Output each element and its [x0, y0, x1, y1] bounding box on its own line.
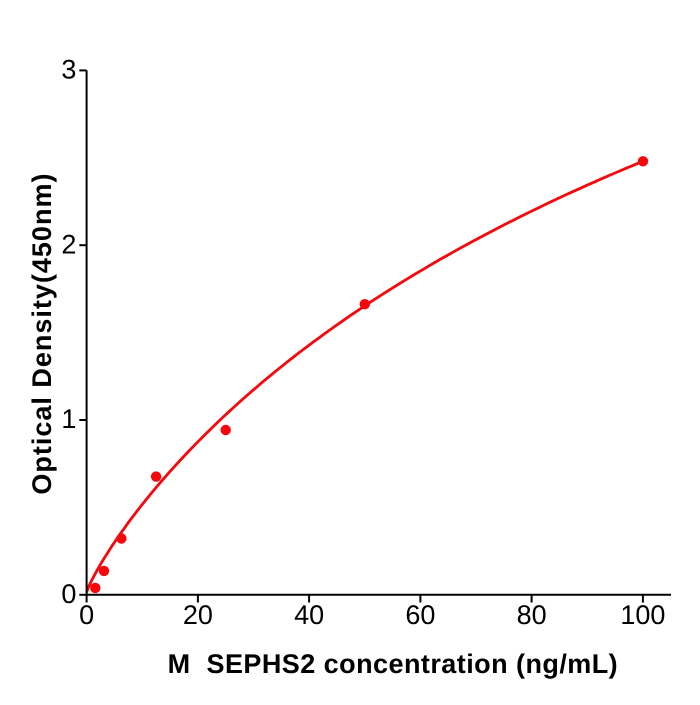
svg-text:3: 3 — [61, 55, 76, 85]
svg-text:100: 100 — [620, 600, 665, 630]
svg-text:M SEPHS2 concentration (ng/mL: M SEPHS2 concentration (ng/mL) — [168, 649, 619, 679]
svg-text:0: 0 — [79, 600, 94, 630]
svg-text:40: 40 — [294, 600, 324, 630]
svg-text:0: 0 — [61, 579, 76, 609]
svg-text:20: 20 — [183, 600, 213, 630]
svg-text:60: 60 — [405, 600, 435, 630]
svg-text:1: 1 — [61, 404, 76, 434]
svg-text:Optical Density(450nm): Optical Density(450nm) — [27, 173, 57, 495]
svg-text:80: 80 — [517, 600, 547, 630]
svg-text:2: 2 — [61, 229, 76, 259]
